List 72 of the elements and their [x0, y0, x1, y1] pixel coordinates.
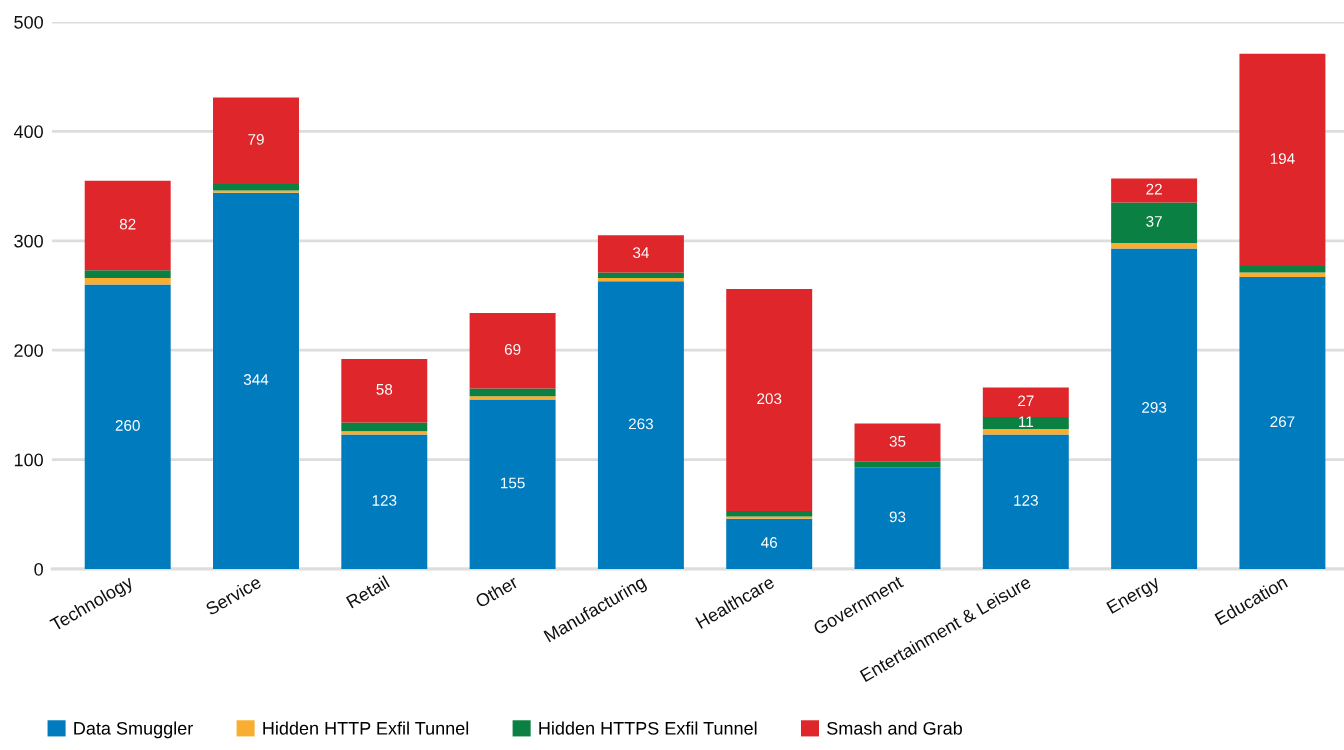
- legend-label: Hidden HTTP Exfil Tunnel: [263, 721, 469, 735]
- bar: [1239, 276, 1326, 569]
- bar: [982, 416, 1069, 429]
- bar: [597, 278, 684, 282]
- bar: [982, 434, 1069, 569]
- bar: [854, 423, 941, 462]
- bar: [213, 97, 299, 184]
- data-label: 69: [504, 344, 521, 355]
- bar: [469, 399, 556, 569]
- y-tick-label: 100: [14, 453, 43, 467]
- bar: [341, 422, 428, 432]
- legend-label: Smash and Grab: [827, 721, 962, 735]
- bar: [726, 511, 813, 517]
- bar: [469, 388, 556, 397]
- bar: [213, 192, 299, 569]
- legend-label: Data Smuggler: [74, 721, 193, 739]
- bar: [982, 387, 1069, 417]
- bar: [1111, 202, 1198, 243]
- y-tick-label: 200: [14, 344, 43, 357]
- bar: [84, 284, 171, 569]
- data-label: 267: [1270, 416, 1295, 428]
- x-tick-label: Other: [474, 574, 519, 609]
- bar: [1111, 242, 1198, 249]
- bar: [597, 281, 684, 569]
- bar: [726, 288, 813, 512]
- data-label: 82: [119, 218, 136, 230]
- bar: [469, 396, 556, 400]
- data-label: 93: [889, 511, 906, 523]
- data-label: 263: [628, 418, 653, 430]
- bar: [1111, 178, 1198, 203]
- bar: [84, 180, 171, 271]
- y-tick-label: 400: [13, 125, 43, 139]
- data-label: 35: [889, 435, 906, 447]
- bar: [1239, 265, 1326, 273]
- data-label: 293: [1142, 402, 1167, 413]
- bar: [854, 467, 941, 569]
- legend-label: Hidden HTTPS Exfil Tunnel: [539, 721, 757, 735]
- bar: [341, 358, 428, 423]
- bar: [341, 431, 428, 435]
- data-label: 123: [372, 495, 397, 506]
- data-label: 46: [761, 537, 778, 548]
- data-label: 260: [115, 420, 140, 431]
- bar: [854, 461, 941, 468]
- data-label: 194: [1270, 153, 1295, 164]
- bar: [1111, 248, 1198, 569]
- y-tick-label: 500: [14, 15, 43, 29]
- data-label: 22: [1146, 183, 1162, 195]
- bar: [726, 516, 813, 519]
- data-label: 27: [1018, 395, 1034, 407]
- y-tick-label: 0: [34, 562, 43, 576]
- bar: [1239, 53, 1326, 266]
- bar: [213, 183, 299, 191]
- data-label: 344: [243, 374, 269, 385]
- data-label: 11: [1019, 416, 1033, 427]
- data-label: 58: [376, 383, 393, 395]
- bar: [341, 434, 428, 569]
- bar: [597, 272, 684, 278]
- bar: [84, 278, 171, 285]
- y-tick-label: 300: [14, 234, 43, 248]
- bar: [469, 313, 556, 389]
- bar: [84, 270, 171, 278]
- bar: [1239, 272, 1326, 277]
- bar: [213, 190, 299, 193]
- data-label: 79: [248, 133, 264, 145]
- data-label: 203: [757, 393, 782, 405]
- data-label: 34: [632, 247, 649, 259]
- data-label: 37: [1146, 216, 1162, 227]
- bar: [597, 235, 684, 273]
- bar: [982, 428, 1069, 435]
- data-label: 123: [1014, 495, 1038, 506]
- bar: [726, 518, 813, 569]
- data-label: 155: [501, 477, 525, 489]
